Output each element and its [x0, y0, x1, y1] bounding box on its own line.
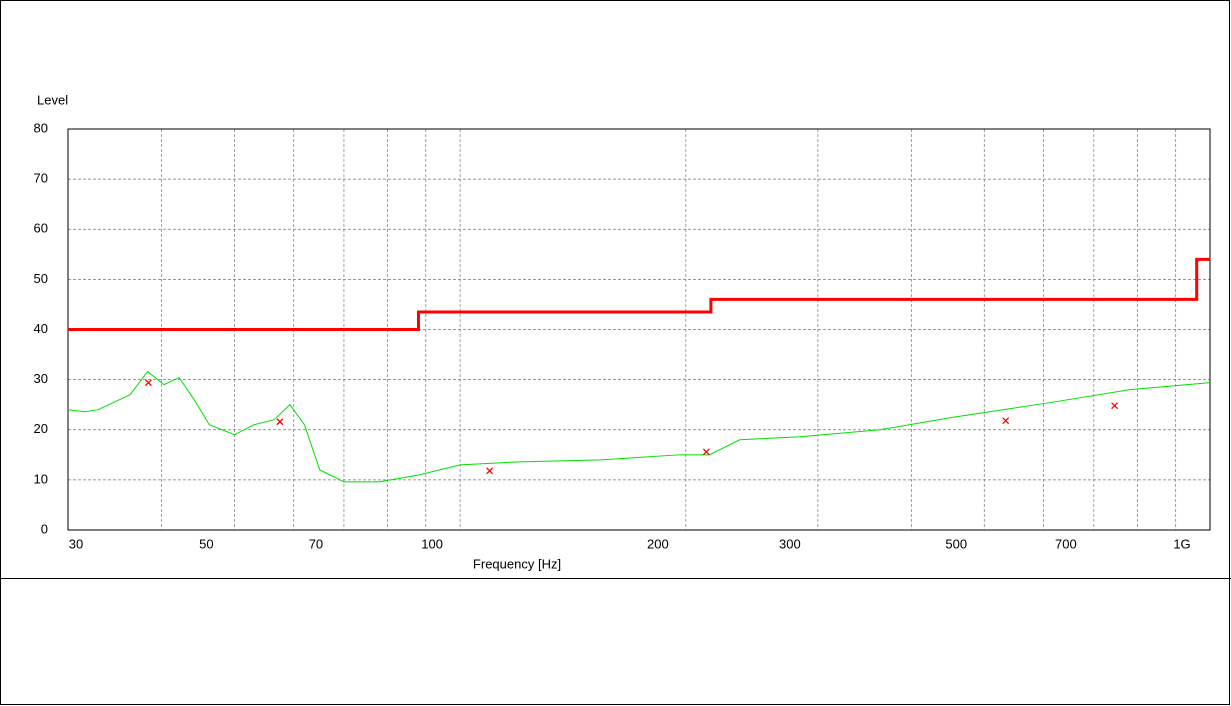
y-tick-label: 30 [34, 371, 48, 386]
marker [144, 379, 152, 387]
y-tick-label: 0 [41, 521, 48, 536]
x-tick-label: 300 [779, 536, 801, 551]
x-tick-label: 100 [421, 536, 443, 551]
y-tick-label: 60 [34, 221, 48, 236]
x-tick-label: 700 [1055, 536, 1077, 551]
y-axis-label: Level [37, 92, 68, 107]
x-tick-label: 1G [1173, 536, 1190, 551]
y-tick-label: 50 [34, 271, 48, 286]
x-tick-label: 200 [647, 536, 669, 551]
x-tick-label: 30 [69, 536, 83, 551]
x-tick-label: 500 [945, 536, 967, 551]
marker [702, 448, 710, 456]
marker [276, 418, 284, 426]
y-tick-label: 80 [34, 120, 48, 135]
y-tick-label: 10 [34, 471, 48, 486]
marker [486, 467, 494, 475]
y-tick-label: 40 [34, 321, 48, 336]
marker [1111, 402, 1119, 410]
y-tick-label: 20 [34, 421, 48, 436]
series-line [68, 257, 1210, 331]
y-tick-label: 70 [34, 171, 48, 186]
series-line [67, 370, 1211, 483]
x-tick-label: 70 [309, 536, 323, 551]
x-tick-label: 50 [199, 536, 213, 551]
x-axis-label: Frequency [Hz] [473, 556, 561, 571]
marker [1002, 417, 1010, 425]
